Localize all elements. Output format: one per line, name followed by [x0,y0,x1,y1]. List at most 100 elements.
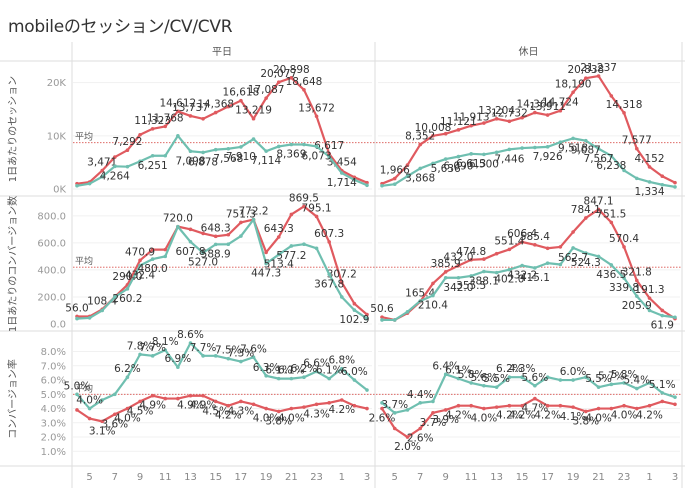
data-point-teal [176,224,180,229]
data-point-red [365,180,369,185]
data-label: 751.5 [596,208,626,220]
data-label: 6.0% [341,366,368,378]
data-point-teal [609,382,614,387]
data-point-teal [339,171,344,175]
data-point-teal [327,376,331,381]
data-point-red [163,396,168,401]
data-point-red [571,230,575,234]
data-label: 11,121 [440,116,477,128]
data-point-red [609,406,614,411]
data-point-teal [507,267,512,272]
data-point-teal [327,154,331,159]
data-label: 8.1% [152,336,179,348]
data-point-teal [380,318,384,322]
data-label: 10,008 [415,122,452,134]
data-point-red [264,250,268,255]
data-label: 13,204 [478,105,515,117]
y-tick-label: 3.0% [41,418,66,429]
data-point-teal [443,275,448,280]
x-tick-label: 11 [159,472,172,483]
data-point-teal [276,252,281,257]
data-point-red [327,240,331,244]
data-label: 13,219 [235,105,272,117]
data-point-red [365,406,369,411]
data-point-red [660,308,665,313]
data-point-teal [289,142,294,147]
data-label: 513.4 [264,259,294,271]
data-point-teal [596,385,601,389]
data-label: 436.5 [596,269,626,281]
data-point-teal [469,381,473,385]
series-line-teal [382,246,676,322]
data-label: 4.9% [139,400,166,412]
data-label: 480.0 [138,263,168,275]
data-label: 342.0 [443,282,473,294]
data-label: 4.2% [496,410,523,422]
x-tick-label: 11 [465,472,478,483]
data-point-red [660,174,665,179]
series-line-red [381,208,676,322]
data-point-teal [150,354,155,358]
data-point-teal [100,174,105,179]
data-point-teal [405,174,410,179]
data-point-red [188,393,193,398]
data-point-teal [469,274,473,278]
data-point-red [352,301,357,306]
data-label: 5.1% [649,379,676,391]
data-label: 13,911 [529,101,566,113]
data-point-teal [520,375,524,380]
data-label: 5.4% [623,375,650,387]
data-point-teal [634,176,639,181]
data-point-teal [596,254,601,259]
data-point-red [622,111,626,115]
data-point-red [469,257,473,262]
data-label: 2.6% [407,433,434,445]
data-point-red [431,133,435,138]
data-point-teal [507,147,512,152]
data-label: 3,471 [87,157,117,169]
data-label: 260.2 [112,293,142,305]
data-point-teal [113,295,117,299]
data-point-red [673,180,677,185]
data-label: 772.2 [238,206,268,218]
data-point-red [380,406,384,411]
data-label: 4.3% [509,363,536,375]
data-point-red [494,116,499,121]
data-point-teal [188,240,193,244]
data-point-teal [100,308,105,313]
data-label: 339.8 [609,282,639,294]
y-tick-label: 600.0 [37,238,66,249]
x-tick-label: 7 [417,472,423,483]
data-label: 20,898 [273,64,310,76]
data-label: 415.1 [520,272,550,284]
data-point-red [647,165,652,169]
data-point-teal [138,352,142,357]
data-label: 6,617 [314,140,344,152]
data-point-red [418,426,423,431]
data-point-teal [264,373,268,378]
data-point-red [352,403,357,408]
data-point-teal [251,217,256,222]
data-point-red [100,419,105,424]
data-point-teal [431,399,435,404]
data-point-red [150,126,155,131]
data-point-red [647,403,652,408]
data-point-red [558,245,563,249]
data-point-teal [302,375,306,380]
data-point-red [239,399,243,404]
chart-title: mobileのセッション/CV/CVR [8,17,233,37]
data-point-teal [163,153,168,158]
data-point-red [405,435,410,439]
data-label: 61.9 [651,320,674,332]
data-label: 18,190 [555,78,592,90]
data-label: 388.1 [469,276,499,288]
data-point-red [201,117,205,121]
data-label: 5.7% [598,370,625,382]
data-point-red [584,76,588,80]
data-point-teal [352,378,357,382]
data-point-teal [418,401,423,405]
data-point-teal [380,401,384,405]
data-point-teal [226,242,231,247]
series-line-red [76,76,368,185]
data-point-red [327,401,331,405]
